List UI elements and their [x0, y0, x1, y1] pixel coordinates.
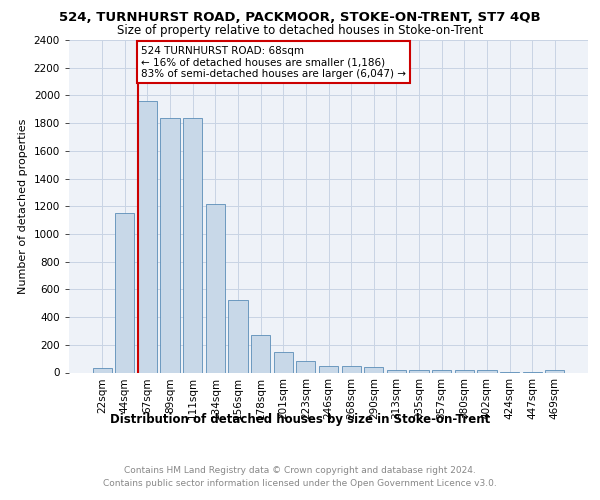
Bar [138, 101, 157, 372]
Bar [432, 370, 451, 372]
Bar [229, 300, 248, 372]
Bar [477, 370, 497, 372]
Bar [206, 204, 225, 372]
Bar [409, 370, 428, 372]
Bar [160, 118, 180, 372]
Bar [545, 370, 565, 372]
Bar [92, 368, 112, 372]
Text: 524 TURNHURST ROAD: 68sqm
← 16% of detached houses are smaller (1,186)
83% of se: 524 TURNHURST ROAD: 68sqm ← 16% of detac… [141, 46, 406, 78]
Text: Size of property relative to detached houses in Stoke-on-Trent: Size of property relative to detached ho… [117, 24, 483, 37]
Bar [296, 360, 316, 372]
Text: 524, TURNHURST ROAD, PACKMOOR, STOKE-ON-TRENT, ST7 4QB: 524, TURNHURST ROAD, PACKMOOR, STOKE-ON-… [59, 11, 541, 24]
Bar [274, 352, 293, 372]
Text: Contains HM Land Registry data © Crown copyright and database right 2024.: Contains HM Land Registry data © Crown c… [124, 466, 476, 475]
Bar [319, 366, 338, 372]
Text: Contains public sector information licensed under the Open Government Licence v3: Contains public sector information licen… [103, 479, 497, 488]
Y-axis label: Number of detached properties: Number of detached properties [18, 118, 28, 294]
Bar [387, 370, 406, 372]
Bar [341, 366, 361, 372]
Bar [455, 370, 474, 372]
Bar [183, 118, 202, 372]
Text: Distribution of detached houses by size in Stoke-on-Trent: Distribution of detached houses by size … [110, 412, 490, 426]
Bar [115, 213, 134, 372]
Bar [251, 335, 270, 372]
Bar [364, 367, 383, 372]
